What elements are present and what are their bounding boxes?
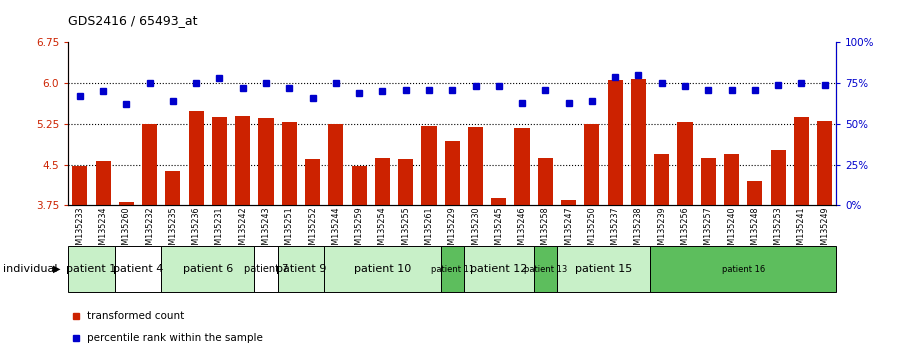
Text: patient 16: patient 16 [722, 264, 764, 274]
Text: patient 13: patient 13 [524, 264, 567, 274]
Bar [817, 121, 833, 205]
Bar [677, 122, 693, 205]
Text: GDS2416 / 65493_at: GDS2416 / 65493_at [68, 14, 197, 27]
Bar [538, 158, 553, 205]
Bar [514, 128, 530, 205]
Bar [724, 154, 739, 205]
Bar [72, 166, 87, 205]
Bar [119, 201, 134, 205]
Bar [631, 79, 646, 205]
Bar [375, 158, 390, 205]
Bar [654, 154, 669, 205]
Bar [165, 171, 181, 205]
Text: patient 10: patient 10 [354, 264, 411, 274]
Text: patient 1: patient 1 [66, 264, 116, 274]
Text: patient 15: patient 15 [574, 264, 632, 274]
Text: patient 11: patient 11 [431, 264, 474, 274]
Bar [68, 246, 115, 292]
Bar [115, 246, 161, 292]
Text: individual: individual [3, 264, 57, 274]
Text: percentile rank within the sample: percentile rank within the sample [87, 332, 264, 343]
Bar [441, 246, 464, 292]
Bar [534, 246, 557, 292]
Bar [212, 117, 227, 205]
Text: patient 12: patient 12 [470, 264, 527, 274]
Bar [561, 200, 576, 205]
Bar [142, 124, 157, 205]
Text: transformed count: transformed count [87, 311, 185, 321]
Bar [491, 198, 506, 205]
Bar [398, 159, 414, 205]
Text: patient 6: patient 6 [183, 264, 233, 274]
Bar [584, 124, 599, 205]
Bar [258, 119, 274, 205]
Bar [794, 117, 809, 205]
Bar [422, 126, 436, 205]
Text: ▶: ▶ [53, 264, 60, 274]
Bar [277, 246, 325, 292]
Bar [701, 158, 715, 205]
Bar [650, 246, 836, 292]
Bar [557, 246, 650, 292]
Bar [305, 159, 320, 205]
Bar [468, 127, 483, 205]
Bar [189, 112, 204, 205]
Bar [328, 124, 344, 205]
Bar [352, 166, 366, 205]
Bar [445, 141, 460, 205]
Bar [747, 181, 763, 205]
Text: patient 7: patient 7 [244, 264, 288, 274]
Bar [771, 150, 785, 205]
Bar [464, 246, 534, 292]
Bar [255, 246, 277, 292]
Bar [607, 80, 623, 205]
Text: patient 4: patient 4 [113, 264, 164, 274]
Bar [161, 246, 255, 292]
Bar [95, 161, 111, 205]
Bar [282, 122, 297, 205]
Bar [235, 116, 250, 205]
Text: patient 9: patient 9 [275, 264, 326, 274]
Bar [325, 246, 441, 292]
